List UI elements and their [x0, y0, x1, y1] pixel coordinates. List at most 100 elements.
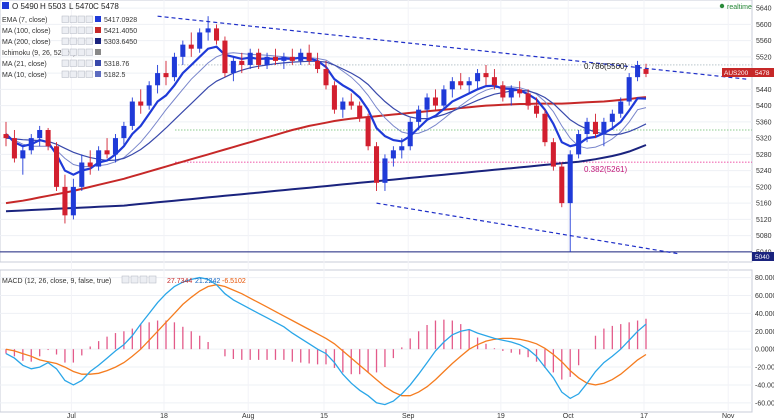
candle-body [432, 97, 438, 106]
indicator-control-button[interactable] [61, 59, 69, 67]
candle-body [635, 64, 641, 78]
price-tick-label: 5520 [756, 54, 772, 61]
indicator-control-button[interactable] [85, 15, 93, 23]
candle-body [466, 81, 472, 86]
candle-body [239, 60, 245, 65]
symbol-price-tag: AUS200 5478 [722, 68, 774, 77]
trendline [376, 202, 680, 255]
macd-tick-label: 60.0000 [755, 293, 774, 300]
indicator-control-button[interactable] [69, 37, 77, 45]
indicator-control-button[interactable] [77, 37, 85, 45]
indicator-control-button[interactable] [85, 59, 93, 67]
candle-body [399, 146, 405, 151]
candle-body [491, 77, 497, 86]
indicator-control-button[interactable] [69, 15, 77, 23]
moving-average-lines [5, 45, 647, 213]
indicator-control-button[interactable] [77, 48, 85, 56]
candle-body [475, 73, 481, 82]
candle-body [205, 28, 211, 33]
candle-body [281, 56, 287, 61]
candle-body [458, 81, 464, 86]
indicator-color-swatch [95, 49, 101, 55]
price-tick-label: 5280 [756, 152, 772, 159]
candle-body [517, 89, 523, 94]
indicator-control-button[interactable] [77, 59, 85, 67]
candle-body [508, 89, 514, 98]
trendline [157, 15, 748, 80]
candle-body [214, 28, 220, 41]
candle-body [576, 134, 582, 155]
candle-body [104, 150, 110, 155]
indicator-control-button[interactable] [69, 48, 77, 56]
macd-settings-button[interactable] [121, 275, 130, 284]
candle-body [449, 81, 455, 90]
date-tick-label: 15 [320, 413, 328, 420]
indicator-control-button[interactable] [61, 26, 69, 34]
realtime-label: realtime [727, 4, 752, 11]
candle-body [37, 129, 43, 139]
macd-signal-line [5, 284, 647, 397]
candle-body [247, 52, 253, 65]
indicator-control-button[interactable] [85, 70, 93, 78]
indicator-color-swatch [95, 27, 101, 33]
macd-remove-button[interactable] [139, 275, 148, 284]
low-price-label: 5040 [755, 254, 770, 261]
indicator-control-button[interactable] [85, 37, 93, 45]
price-axis: 5040508051205160520052405280532053605400… [756, 6, 772, 257]
candle-body [121, 125, 127, 139]
candle-body [382, 158, 388, 183]
candle-body [567, 154, 573, 204]
ohlc-open: O 5490 [12, 2, 39, 11]
indicator-value: 5303.6450 [104, 39, 137, 46]
macd-tick-label: 20.0000 [755, 329, 774, 336]
date-tick-label: 19 [497, 413, 505, 420]
indicator-control-button[interactable] [61, 48, 69, 56]
indicator-color-swatch [95, 38, 101, 44]
macd-visibility-button[interactable] [130, 275, 139, 284]
candle-body [62, 186, 68, 216]
indicator-control-button[interactable] [69, 70, 77, 78]
candles [3, 16, 649, 252]
candle-body [79, 162, 85, 187]
indicator-control-button[interactable] [85, 26, 93, 34]
date-tick-label: 18 [160, 413, 168, 420]
candle-body [424, 97, 430, 110]
indicator-control-button[interactable] [85, 48, 93, 56]
indicator-control-button[interactable] [77, 70, 85, 78]
indicator-control-button[interactable] [61, 37, 69, 45]
price-tick-label: 5200 [756, 184, 772, 191]
ohlc-high: H 5503 [40, 2, 66, 11]
candle-body [643, 69, 649, 74]
indicator-control-button[interactable] [61, 70, 69, 78]
candle-body [188, 44, 194, 49]
indicator-label: Ichimoku (9, 26, 52, 26) [2, 50, 76, 57]
indicator-label: MA (100, close) [2, 28, 51, 35]
indicator-value: 5421.4050 [104, 28, 137, 35]
indicator-color-swatch [95, 71, 101, 77]
trendlines [157, 15, 748, 255]
indicator-label: EMA (7, close) [2, 17, 48, 24]
macd-axis: 80.0000 60.0000 40.0000 20.0000 0.0000 -20.00… [755, 275, 774, 407]
candle-body [197, 32, 203, 49]
candle-body [441, 89, 447, 106]
candle-body [306, 52, 312, 61]
indicator-control-button[interactable] [77, 26, 85, 34]
candle-body [163, 73, 169, 78]
candle-body [171, 56, 177, 78]
candle-body [559, 166, 565, 204]
indicator-control-button[interactable] [77, 15, 85, 23]
indicator-control-button[interactable] [69, 59, 77, 67]
candle-body [138, 101, 144, 106]
candle-body [256, 52, 262, 65]
macd-extra-button[interactable] [148, 275, 157, 284]
ma-line-ma [5, 52, 647, 168]
indicator-control-button[interactable] [69, 26, 77, 34]
macd-tick-label: 80.0000 [755, 275, 774, 282]
candle-body [323, 69, 329, 86]
macd-legend: MACD (12, 26, close, 9, false, true) 27.… [2, 275, 246, 285]
candle-body [331, 85, 337, 110]
indicator-control-button[interactable] [61, 15, 69, 23]
price-tick-label: 5400 [756, 103, 772, 110]
price-tick-label: 5320 [756, 136, 772, 143]
